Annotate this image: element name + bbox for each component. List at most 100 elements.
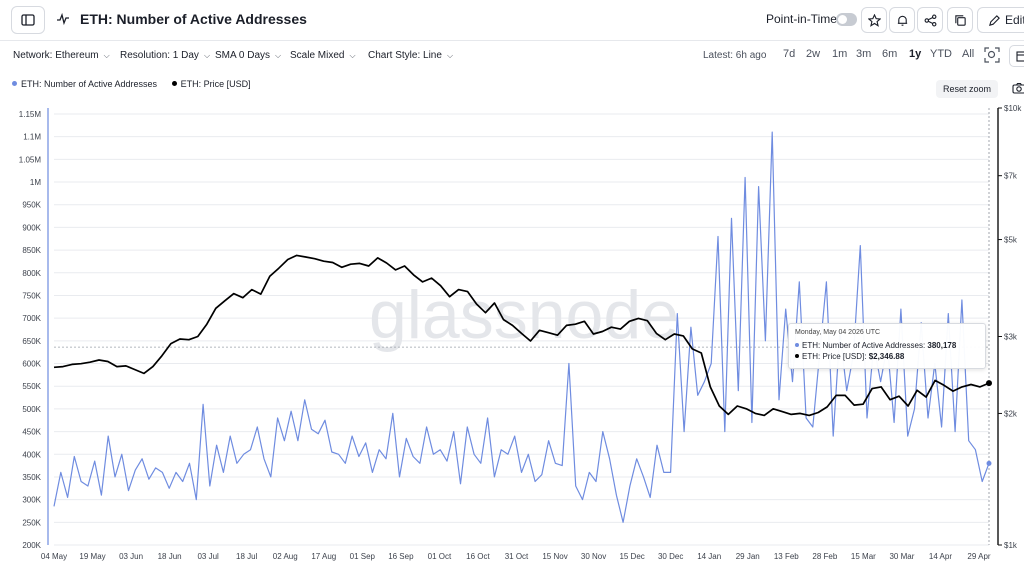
series-end-point-price — [986, 380, 992, 387]
period-2w[interactable]: 2w — [806, 48, 821, 60]
chart-legend: ETH: Number of Active Addresses ETH: Pri… — [12, 79, 263, 89]
x-tick-label: 15 Nov — [542, 552, 567, 561]
calendar-button[interactable] — [1009, 45, 1024, 67]
x-tick-label: 02 Aug — [273, 552, 298, 561]
legend-item-addresses[interactable]: ETH: Number of Active Addresses — [12, 79, 157, 89]
x-tick-label: 29 Apr — [967, 552, 990, 561]
legend-item-price[interactable]: ETH: Price [USD] — [171, 79, 251, 89]
y-right-tick-label: $10k — [1004, 104, 1022, 113]
period-1m[interactable]: 1m — [832, 48, 848, 60]
y-left-tick-label: 1.1M — [23, 133, 41, 142]
calendar-icon — [1016, 51, 1024, 62]
scale-label: Scale Mixed — [290, 50, 345, 61]
chart-style-dropdown[interactable]: Chart Style: Line ⌵ — [368, 50, 453, 61]
point-in-time-label: Point-in-Time — [766, 12, 837, 26]
y-left-tick-label: 500K — [22, 405, 41, 414]
sma-dropdown[interactable]: SMA 0 Days ⌵ — [215, 50, 281, 61]
line-chart-icon — [57, 12, 69, 26]
pencil-icon — [989, 15, 1000, 26]
x-tick-label: 03 Jul — [197, 552, 219, 561]
duplicate-button[interactable] — [947, 7, 973, 33]
y-left-tick-label: 950K — [22, 201, 41, 210]
y-right-tick-label: $7k — [1004, 172, 1018, 181]
x-tick-label: 30 Mar — [889, 552, 914, 561]
period-3m[interactable]: 3m — [856, 48, 872, 60]
period-7d[interactable]: 7d — [783, 48, 796, 60]
x-tick-label: 15 Mar — [851, 552, 876, 561]
share-button[interactable] — [917, 7, 943, 33]
camera-icon[interactable] — [1012, 82, 1024, 94]
x-tick-label: 16 Oct — [466, 552, 490, 561]
x-tick-label: 28 Feb — [812, 552, 837, 561]
y-left-tick-label: 550K — [22, 382, 41, 391]
resolution-dropdown[interactable]: Resolution: 1 Day ⌵ — [120, 50, 210, 61]
x-tick-label: 30 Dec — [658, 552, 683, 561]
sma-label: SMA 0 Days — [215, 50, 271, 61]
sidebar-icon — [21, 14, 35, 26]
y-left-tick-label: 600K — [22, 360, 41, 369]
y-left-tick-label: 350K — [22, 473, 41, 482]
resolution-label: Resolution: 1 Day — [120, 50, 199, 61]
edit-label: Edit — [1005, 13, 1024, 27]
tooltip-date: Monday, May 04 2026 UTC — [795, 329, 881, 336]
y-left-tick-label: 900K — [22, 223, 41, 232]
star-icon — [868, 14, 881, 27]
period-ytd[interactable]: YTD — [930, 48, 952, 60]
tooltip-value: 380,178 — [927, 341, 957, 350]
x-tick-label: 17 Aug — [311, 552, 336, 561]
scale-dropdown[interactable]: Scale Mixed ⌵ — [290, 50, 356, 61]
y-left-tick-label: 700K — [22, 314, 41, 323]
chevron-down-icon: ⌵ — [203, 51, 211, 60]
y-left-tick-label: 450K — [22, 428, 41, 437]
x-axis: 04 May 19 May 03 Jun 18 Jun 03 Jul 18 Jul 02 A… — [41, 552, 991, 561]
x-tick-label: 31 Oct — [505, 552, 529, 561]
chevron-down-icon: ⌵ — [275, 51, 282, 60]
right-axis: $1k $2k $3k $5k $7k $10k — [998, 104, 1022, 550]
chevron-down-icon: ⌵ — [446, 51, 454, 60]
y-left-tick-label: 250K — [22, 518, 41, 527]
tooltip-row-addresses: ETH: Number of Active Addresses: 380,178 — [795, 341, 956, 350]
tooltip-dot — [795, 343, 799, 347]
y-left-tick-label: 300K — [22, 496, 41, 505]
copy-icon — [955, 15, 966, 26]
alert-button[interactable] — [889, 7, 915, 33]
left-axis: 200K 250K 300K 350K 400K 450K 500K 550K 600K 650K… — [19, 110, 42, 550]
favorite-button[interactable] — [861, 7, 887, 33]
y-right-tick-label: $1k — [1004, 541, 1018, 550]
x-tick-label: 01 Oct — [428, 552, 452, 561]
legend-dot — [171, 81, 177, 86]
series-line-addresses — [53, 131, 990, 523]
point-in-time-toggle[interactable] — [836, 13, 857, 26]
x-tick-label: 16 Sep — [388, 552, 414, 561]
chart-area[interactable]: glassnode 200K 250K 300K 350K 400K 450K 500K 55… — [0, 100, 1024, 564]
x-tick-label: 14 Jan — [697, 552, 721, 561]
network-dropdown[interactable]: Network: Ethereum ⌵ — [13, 50, 110, 61]
network-label: Network: Ethereum — [13, 50, 99, 61]
sidebar-toggle-button[interactable] — [11, 6, 45, 34]
y-right-tick-label: $3k — [1004, 332, 1018, 341]
period-1y[interactable]: 1y — [909, 48, 922, 60]
y-left-tick-label: 400K — [22, 450, 41, 459]
latest-update: Latest: 6h ago — [703, 50, 767, 61]
x-tick-label: 19 May — [79, 552, 105, 561]
x-tick-label: 14 Apr — [929, 552, 952, 561]
y-left-tick-label: 200K — [22, 541, 41, 550]
zoom-select-icon[interactable] — [983, 46, 1001, 64]
y-right-tick-label: $5k — [1004, 236, 1018, 245]
x-tick-label: 15 Dec — [619, 552, 644, 561]
bell-icon — [897, 15, 908, 26]
y-left-tick-label: 650K — [22, 337, 41, 346]
y-left-tick-label: 750K — [22, 291, 41, 300]
chart-tooltip: Monday, May 04 2026 UTC ETH: Number of A… — [788, 323, 986, 369]
y-left-tick-label: 1.05M — [19, 155, 42, 164]
x-tick-label: 03 Jun — [119, 552, 143, 561]
edit-button[interactable]: Edit — [977, 7, 1024, 33]
page-title: ETH: Number of Active Addresses — [80, 11, 307, 27]
chart-toolbar: Network: Ethereum ⌵ Resolution: 1 Day ⌵ SM… — [0, 41, 1024, 71]
reset-zoom-button[interactable]: Reset zoom — [936, 80, 998, 98]
period-6m[interactable]: 6m — [882, 48, 898, 60]
chevron-down-icon: ⌵ — [349, 51, 356, 60]
period-all[interactable]: All — [962, 48, 975, 60]
x-tick-label: 18 Jul — [236, 552, 258, 561]
x-tick-label: 30 Nov — [581, 552, 606, 561]
